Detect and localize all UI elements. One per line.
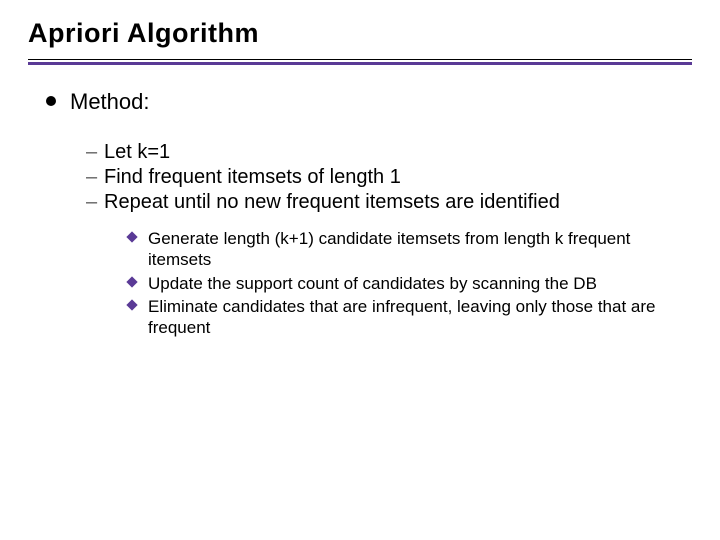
slide-content: Method: – Let k=1 – Find frequent itemse…: [28, 89, 692, 338]
dash-bullet-icon: –: [86, 141, 104, 164]
bullet-level2: – Let k=1: [86, 141, 682, 164]
slide-title: Apriori Algorithm: [28, 18, 692, 49]
rule-bottom: [28, 62, 692, 65]
level2-text: Find frequent itemsets of length 1: [104, 166, 682, 189]
slide-container: Apriori Algorithm Method: – Let k=1 – Fi…: [0, 0, 720, 360]
bullet-level3: Eliminate candidates that are infrequent…: [128, 296, 682, 339]
level2-text: Let k=1: [104, 141, 682, 164]
title-rule: [28, 59, 692, 65]
level2-text: Repeat until no new frequent itemsets ar…: [104, 191, 682, 214]
bullet-level1: Method:: [46, 89, 682, 115]
level3-text: Generate length (k+1) candidate itemsets…: [148, 228, 682, 271]
level2-group: – Let k=1 – Find frequent itemsets of le…: [46, 141, 682, 214]
level3-text: Update the support count of candidates b…: [148, 273, 682, 294]
dash-bullet-icon: –: [86, 166, 104, 189]
dash-bullet-icon: –: [86, 191, 104, 214]
level3-text: Eliminate candidates that are infrequent…: [148, 296, 682, 339]
bullet-level3: Generate length (k+1) candidate itemsets…: [128, 228, 682, 271]
diamond-bullet-icon: [126, 231, 137, 242]
bullet-level2: – Repeat until no new frequent itemsets …: [86, 191, 682, 214]
diamond-bullet-icon: [126, 299, 137, 310]
circle-bullet-icon: [46, 96, 56, 106]
bullet-level3: Update the support count of candidates b…: [128, 273, 682, 294]
bullet-level2: – Find frequent itemsets of length 1: [86, 166, 682, 189]
diamond-bullet-icon: [126, 276, 137, 287]
level3-group: Generate length (k+1) candidate itemsets…: [46, 228, 682, 338]
rule-top: [28, 59, 692, 60]
level1-text: Method:: [70, 89, 150, 115]
